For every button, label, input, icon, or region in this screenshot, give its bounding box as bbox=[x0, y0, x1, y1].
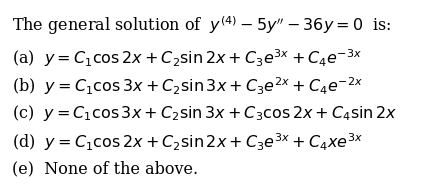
Text: The general solution of  $y^{(4)} - 5y'' - 36y = 0$  is:: The general solution of $y^{(4)} - 5y'' … bbox=[12, 14, 392, 37]
Text: (a)  $y = C_1 \cos 2x + C_2 \sin 2x + C_3 e^{3x} + C_4 e^{-3x}$: (a) $y = C_1 \cos 2x + C_2 \sin 2x + C_3… bbox=[12, 47, 362, 69]
Text: (d)  $y = C_1 \cos 2x + C_2 \sin 2x + C_3 e^{3x} + C_4 x e^{3x}$: (d) $y = C_1 \cos 2x + C_2 \sin 2x + C_3… bbox=[12, 132, 363, 153]
Text: (b)  $y = C_1 \cos 3x + C_2 \sin 3x + C_3 e^{2x} + C_4 e^{-2x}$: (b) $y = C_1 \cos 3x + C_2 \sin 3x + C_3… bbox=[12, 75, 363, 97]
Text: (c)  $y = C_1 \cos 3x + C_2 \sin 3x + C_3 \cos 2x + C_4 \sin 2x$: (c) $y = C_1 \cos 3x + C_2 \sin 3x + C_3… bbox=[12, 103, 398, 123]
Text: (e)  None of the above.: (e) None of the above. bbox=[12, 160, 198, 177]
